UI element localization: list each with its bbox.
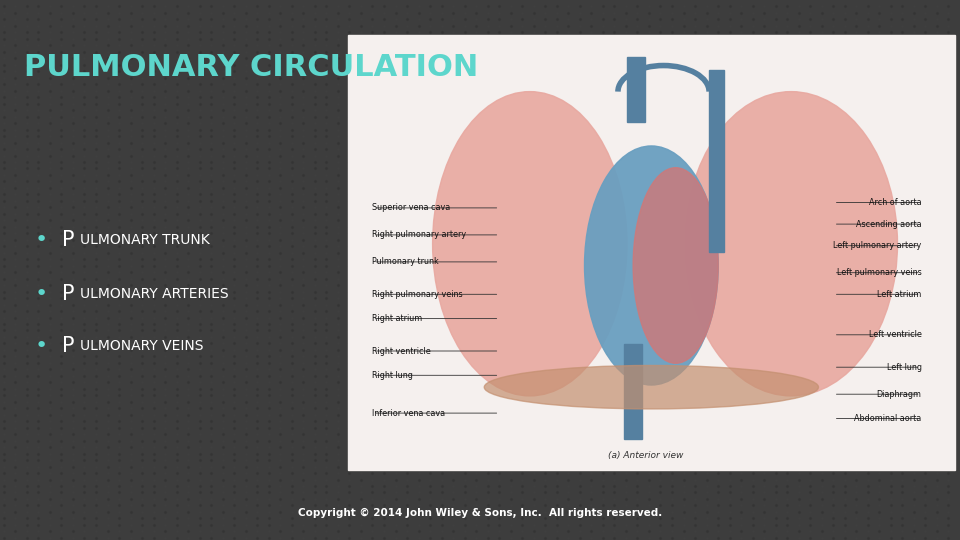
Text: •: • <box>35 284 48 305</box>
Text: Diaphragm: Diaphragm <box>876 390 922 399</box>
Text: Pulmonary trunk: Pulmonary trunk <box>372 258 440 266</box>
Text: Left ventricle: Left ventricle <box>869 330 922 339</box>
Text: ULMONARY ARTERIES: ULMONARY ARTERIES <box>80 287 228 301</box>
Text: Right pulmonary artery: Right pulmonary artery <box>372 231 467 239</box>
Bar <box>709 70 724 252</box>
Bar <box>348 35 955 470</box>
Text: P: P <box>62 284 75 305</box>
Text: Right ventricle: Right ventricle <box>372 347 431 355</box>
Text: Ascending aorta: Ascending aorta <box>856 220 922 228</box>
Text: Left atrium: Left atrium <box>877 290 922 299</box>
Text: Left lung: Left lung <box>887 363 922 372</box>
Text: PULMONARY CIRCULATION: PULMONARY CIRCULATION <box>24 53 478 82</box>
Text: Left pulmonary veins: Left pulmonary veins <box>837 268 922 277</box>
Text: Copyright © 2014 John Wiley & Sons, Inc.  All rights reserved.: Copyright © 2014 John Wiley & Sons, Inc.… <box>298 508 662 518</box>
Text: Left pulmonary artery: Left pulmonary artery <box>833 241 922 250</box>
Text: (a) Anterior view: (a) Anterior view <box>609 451 684 460</box>
Ellipse shape <box>433 92 627 396</box>
Text: ULMONARY TRUNK: ULMONARY TRUNK <box>80 233 209 247</box>
Text: Right pulmonary veins: Right pulmonary veins <box>372 290 463 299</box>
Bar <box>627 57 645 122</box>
Text: P: P <box>62 230 75 251</box>
Ellipse shape <box>585 146 718 385</box>
Text: Arch of aorta: Arch of aorta <box>869 198 922 207</box>
Text: Right atrium: Right atrium <box>372 314 422 323</box>
Text: ULMONARY VEINS: ULMONARY VEINS <box>80 339 204 353</box>
Text: Inferior vena cava: Inferior vena cava <box>372 409 445 417</box>
Text: •: • <box>35 230 48 251</box>
Text: •: • <box>35 335 48 356</box>
Ellipse shape <box>484 366 819 409</box>
Ellipse shape <box>684 92 898 396</box>
Text: Superior vena cava: Superior vena cava <box>372 204 451 212</box>
Text: Right lung: Right lung <box>372 371 414 380</box>
Text: Abdominal aorta: Abdominal aorta <box>854 414 922 423</box>
Text: P: P <box>62 335 75 356</box>
FancyBboxPatch shape <box>348 35 955 470</box>
Bar <box>624 344 642 440</box>
Ellipse shape <box>634 168 718 363</box>
